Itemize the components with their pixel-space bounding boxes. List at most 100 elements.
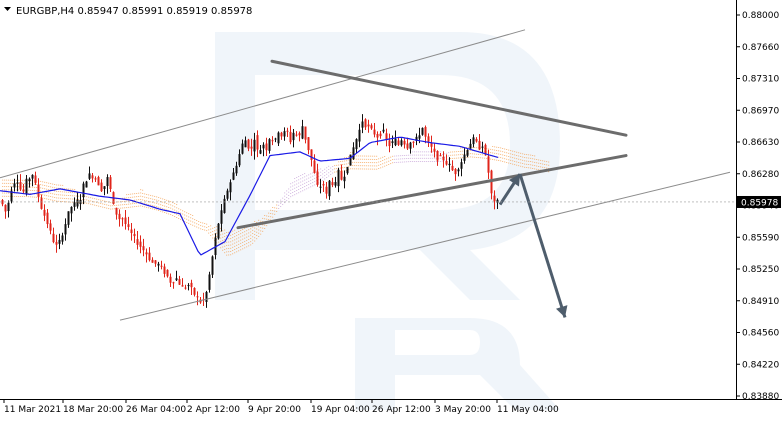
candle [184,284,187,290]
cloud-dot [322,179,324,181]
cloud-dot [324,178,326,180]
cloud-dot [36,183,38,185]
cloud-dot [484,157,486,159]
cloud-dot [134,196,136,198]
cloud-dot [58,194,60,196]
cloud-dot [60,194,62,196]
cloud-dot [460,147,462,149]
triangle-lower-line[interactable] [236,154,628,230]
cloud-dot [538,165,540,167]
cloud-dot [164,199,166,201]
cloud-dot [106,204,108,206]
cloud-dot [178,208,180,210]
cloud-dot [290,189,292,191]
candle [151,257,154,263]
cloud-dot [122,207,124,209]
cloud-dot [358,161,360,163]
cloud-dot [276,211,278,212]
cloud-dot [504,155,506,156]
cloud-dot [52,193,54,195]
cloud-dot [224,236,226,237]
cloud-dot [286,196,288,198]
candle [409,141,412,154]
cloud-dot [242,238,244,240]
cloud-dot [252,226,254,228]
cloud-dot [416,161,418,163]
candle [88,166,91,180]
cloud-dot [232,230,234,232]
cloud-dot [106,207,108,209]
cloud-dot [32,196,34,198]
cloud-dot [248,245,250,247]
cloud-dot [548,171,550,173]
triangle-upper-line[interactable] [270,59,628,137]
cloud-dot [512,163,514,165]
cloud-dot [470,156,472,158]
cloud-dot [432,154,434,156]
cloud-dot [472,156,474,158]
dropdown-triangle-icon[interactable] [4,7,11,11]
cloud-dot [452,151,454,153]
cloud-dot [204,226,206,228]
cloud-dot [304,182,306,184]
cloud-dot [480,157,482,159]
cloud-dot [460,150,462,152]
candle [253,132,256,160]
cloud-dot [334,171,336,173]
cloud-dot [64,191,66,193]
cloud-dot [34,183,36,185]
cloud-dot [390,156,392,158]
x-tick-label: 19 Apr 04:00 [311,405,370,415]
cloud-dot [248,235,250,237]
y-tick-label: 0.85590 [742,233,779,243]
cloud-dot [296,186,298,188]
cloud-dot [310,176,312,178]
candle [55,234,58,253]
cloud-dot [512,150,514,152]
cloud-dot [252,239,254,241]
cloud-dot [302,187,304,188]
cloud-dot [366,165,368,167]
cloud-dot [232,246,234,248]
cloud-dot [6,179,8,181]
cloud-dot [520,152,522,154]
cloud-dot [516,161,518,163]
arrow-down-shaft[interactable] [518,173,567,318]
cloud-dot [136,205,138,207]
candle [376,131,379,146]
cloud-dot [246,243,248,245]
cloud-dot [288,188,290,190]
cloud-dot [418,151,420,153]
cloud-dot [100,206,102,208]
cloud-dot [70,188,72,190]
cloud-dot [430,154,432,156]
cloud-dot [62,194,64,196]
cloud-dot [114,205,116,206]
cloud-dot [370,165,372,167]
cloud-dot [258,226,260,228]
cloud-dot [102,206,104,208]
cloud-dot [402,161,404,163]
cloud-dot [60,200,62,202]
cloud-dot [404,161,406,163]
cloud-dot [314,184,316,186]
cloud-dot [28,196,30,198]
channel-lower-line[interactable] [119,171,731,321]
cloud-dot [406,158,408,160]
cloud-dot [78,192,80,194]
cloud-dot [220,240,222,242]
cloud-dot [136,199,138,201]
cloud-dot [86,199,88,201]
cloud-dot [256,238,258,240]
cloud-dot [12,179,14,181]
cloud-dot [402,155,404,157]
cloud-dot [116,204,118,206]
x-tick-label: 11 Mar 2021 [4,405,61,415]
candle [25,175,28,196]
cloud-dot [202,225,204,227]
cloud-dot [148,204,150,206]
channel-upper-line[interactable] [0,29,526,179]
cloud-dot [234,245,236,247]
cloud-dot [230,234,232,236]
